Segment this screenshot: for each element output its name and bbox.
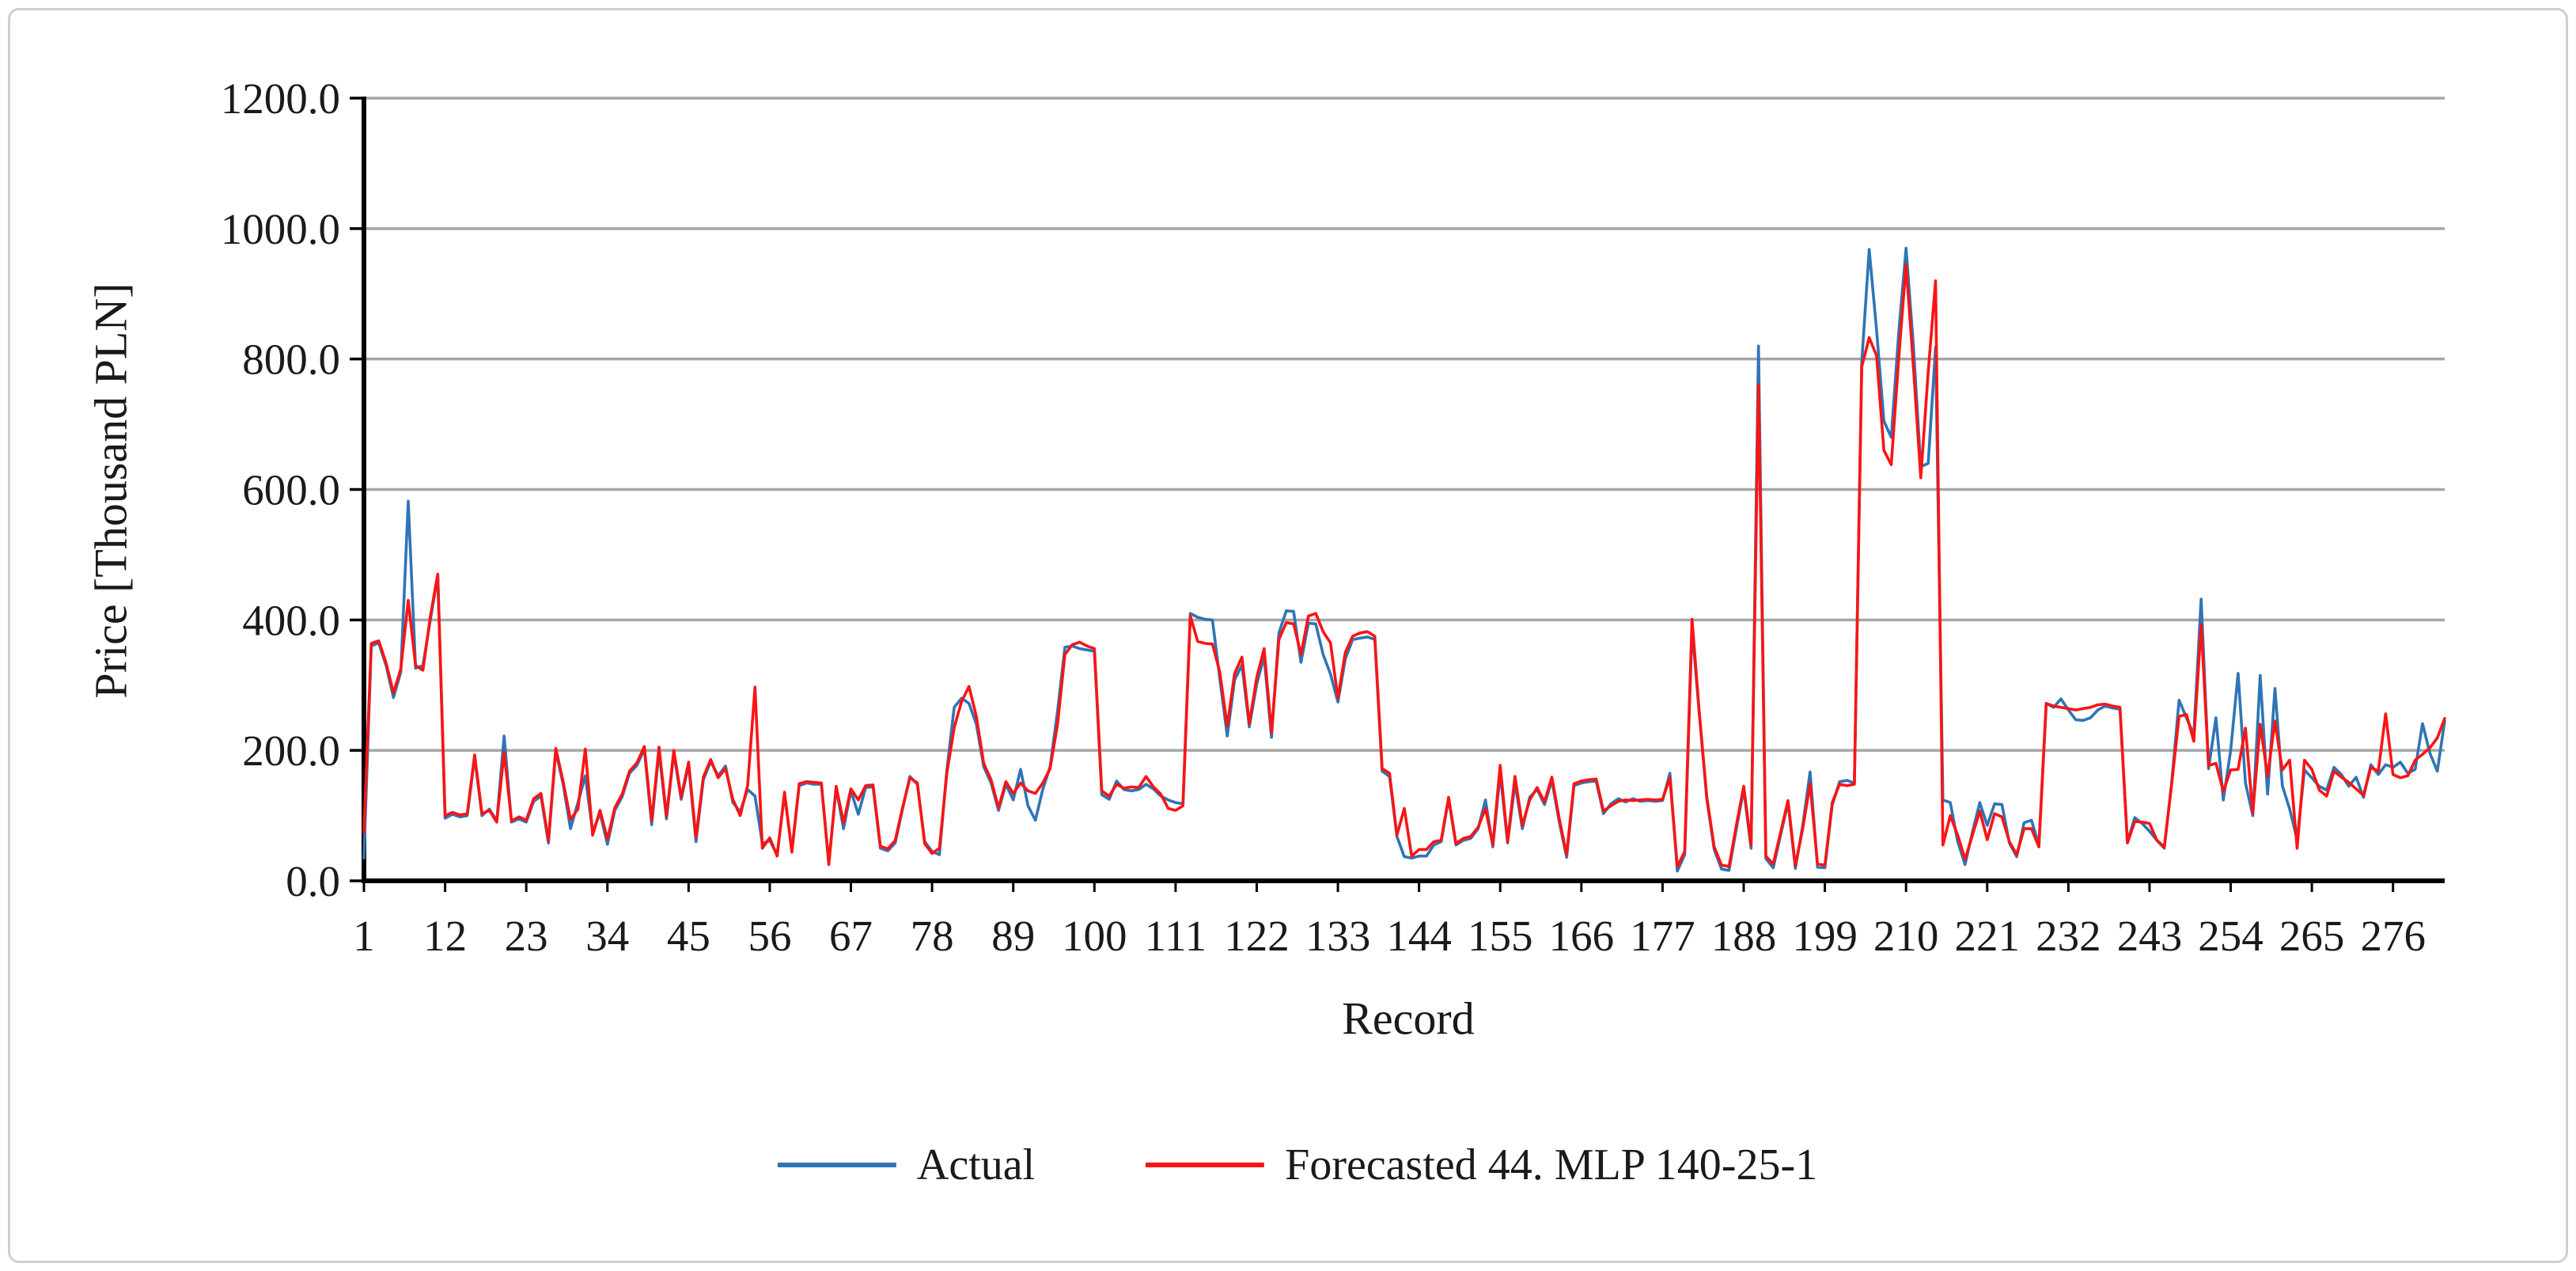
y-tick-label: 800.0 bbox=[242, 336, 340, 384]
x-tick-label: 188 bbox=[1711, 912, 1777, 960]
x-tick-label: 78 bbox=[911, 912, 954, 960]
x-tick-label: 133 bbox=[1305, 912, 1371, 960]
x-tick-label: 89 bbox=[991, 912, 1035, 960]
x-tick-label: 166 bbox=[1549, 912, 1615, 960]
x-tick-label: 232 bbox=[2036, 912, 2101, 960]
y-tick-label: 400.0 bbox=[242, 596, 340, 644]
legend: Actual Forecasted 44. MLP 140-25-1 bbox=[777, 1140, 1818, 1190]
y-tick-label: 0.0 bbox=[286, 857, 340, 905]
x-tick-label: 23 bbox=[505, 912, 548, 960]
y-tick-label: 1200.0 bbox=[221, 74, 340, 123]
y-tick-label: 600.0 bbox=[242, 466, 340, 514]
x-tick-label: 45 bbox=[667, 912, 710, 960]
x-tick-label: 199 bbox=[1792, 912, 1858, 960]
x-tick-label: 177 bbox=[1630, 912, 1695, 960]
y-tick-label: 1000.0 bbox=[221, 205, 340, 253]
series-group bbox=[362, 246, 2446, 873]
x-tick-label: 155 bbox=[1468, 912, 1533, 960]
x-tick-label: 34 bbox=[585, 912, 629, 960]
axes-group bbox=[350, 97, 2445, 892]
x-tick-label: 12 bbox=[423, 912, 467, 960]
forecast-legend-label: Forecasted 44. MLP 140-25-1 bbox=[1285, 1140, 1818, 1189]
actual-series-swatch bbox=[777, 1163, 896, 1167]
x-tick-label: 100 bbox=[1062, 912, 1127, 960]
x-axis-title: Record bbox=[1342, 992, 1475, 1045]
x-tick-label: 276 bbox=[2360, 912, 2426, 960]
x-tick-label: 1 bbox=[353, 912, 375, 960]
y-axis-title: Price [Thousand PLN] bbox=[85, 283, 137, 699]
figure-border bbox=[8, 8, 2568, 1263]
x-tick-label: 111 bbox=[1145, 912, 1207, 960]
x-tick-label: 122 bbox=[1224, 912, 1290, 960]
actual-series-line bbox=[362, 246, 2446, 873]
forecast-series-line bbox=[362, 263, 2446, 868]
x-tick-label: 67 bbox=[829, 912, 873, 960]
y-tick-label: 200.0 bbox=[242, 727, 340, 775]
x-tick-label: 221 bbox=[1955, 912, 2021, 960]
forecast-series-swatch bbox=[1146, 1163, 1265, 1167]
x-tick-label: 243 bbox=[2117, 912, 2183, 960]
x-tick-label: 265 bbox=[2279, 912, 2345, 960]
gridlines-group bbox=[364, 97, 2445, 752]
x-tick-label: 210 bbox=[1873, 912, 1939, 960]
x-tick-label: 254 bbox=[2198, 912, 2263, 960]
x-tick-label: 144 bbox=[1386, 912, 1452, 960]
x-tick-label: 56 bbox=[748, 912, 791, 960]
actual-legend-label: Actual bbox=[916, 1140, 1036, 1189]
